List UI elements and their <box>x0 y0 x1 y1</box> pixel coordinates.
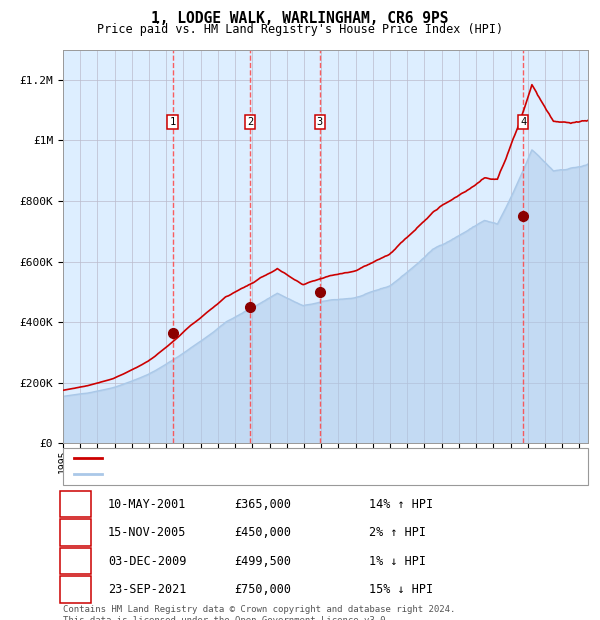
Text: 4: 4 <box>72 583 79 596</box>
Text: Contains HM Land Registry data © Crown copyright and database right 2024.
This d: Contains HM Land Registry data © Crown c… <box>63 605 455 620</box>
Text: 23-SEP-2021: 23-SEP-2021 <box>108 583 187 596</box>
Text: 14% ↑ HPI: 14% ↑ HPI <box>369 498 433 510</box>
Text: 2% ↑ HPI: 2% ↑ HPI <box>369 526 426 539</box>
Text: 1% ↓ HPI: 1% ↓ HPI <box>369 555 426 567</box>
Text: 03-DEC-2009: 03-DEC-2009 <box>108 555 187 567</box>
Text: 2: 2 <box>72 526 79 539</box>
Text: £499,500: £499,500 <box>234 555 291 567</box>
Text: 1: 1 <box>170 117 176 127</box>
Text: HPI: Average price, detached house, Tandridge: HPI: Average price, detached house, Tand… <box>109 469 391 479</box>
Text: 4: 4 <box>520 117 526 127</box>
Text: 3: 3 <box>317 117 323 127</box>
Text: 3: 3 <box>72 555 79 567</box>
Text: £365,000: £365,000 <box>234 498 291 510</box>
Text: 2: 2 <box>247 117 253 127</box>
Text: 1, LODGE WALK, WARLINGHAM, CR6 9PS: 1, LODGE WALK, WARLINGHAM, CR6 9PS <box>151 11 449 26</box>
Text: £750,000: £750,000 <box>234 583 291 596</box>
Text: 1, LODGE WALK, WARLINGHAM, CR6 9PS (detached house): 1, LODGE WALK, WARLINGHAM, CR6 9PS (deta… <box>109 453 428 463</box>
Text: 15% ↓ HPI: 15% ↓ HPI <box>369 583 433 596</box>
Text: 15-NOV-2005: 15-NOV-2005 <box>108 526 187 539</box>
Text: £450,000: £450,000 <box>234 526 291 539</box>
Text: Price paid vs. HM Land Registry's House Price Index (HPI): Price paid vs. HM Land Registry's House … <box>97 23 503 36</box>
Text: 1: 1 <box>72 498 79 510</box>
Text: 10-MAY-2001: 10-MAY-2001 <box>108 498 187 510</box>
